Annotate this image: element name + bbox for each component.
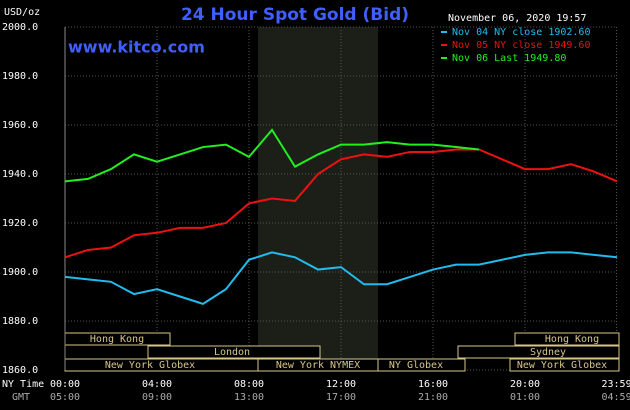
session-label: New York Globex (517, 360, 607, 371)
y-tick-label: 1880.0 (2, 316, 38, 327)
session-label: New York Globex (105, 360, 195, 371)
sessions: Hong Kong London New York Globex New Yor… (64, 332, 620, 372)
series-line (64, 251, 618, 305)
session-label: NY Globex (389, 360, 443, 371)
website: www.kitco.com (68, 38, 205, 57)
session-bar (377, 358, 466, 372)
x-tick-label: 23:59 (601, 379, 630, 390)
timestamp: November 06, 2020 19:57 (448, 13, 586, 24)
session-label: London (214, 347, 250, 358)
session-label: Hong Kong (90, 334, 144, 345)
session-bar (509, 358, 620, 372)
x2-tick-label: 05:00 (50, 392, 80, 403)
x-tick-label: 00:00 (50, 379, 80, 390)
session-label: New York NYMEX (276, 360, 360, 371)
series-line (64, 148, 618, 259)
legend-label: Nov 05 NY close 1949.60 (452, 40, 590, 51)
x2-axis-label: GMT (12, 392, 30, 403)
x2-tick-label: 17:00 (326, 392, 356, 403)
session-bar (457, 345, 620, 359)
x-tick-label: 08:00 (234, 379, 264, 390)
session-bar (147, 345, 321, 359)
session-label: Sydney (530, 347, 566, 358)
y-tick-label: 1860.0 (2, 365, 38, 376)
series-line (64, 128, 480, 183)
x-tick-label: 16:00 (418, 379, 448, 390)
y-tick-label: 1980.0 (2, 71, 38, 82)
x-tick-label: 12:00 (326, 379, 356, 390)
y-tick-label: 1900.0 (2, 267, 38, 278)
x2-tick-label: 09:00 (142, 392, 172, 403)
x-tick-label: 20:00 (510, 379, 540, 390)
x2-tick-label: 01:00 (510, 392, 540, 403)
y-axis-label: USD/oz (4, 7, 40, 18)
session-bar (514, 332, 620, 346)
legend-label: Nov 04 NY close 1902.60 (452, 27, 590, 38)
y-tick-label: 1940.0 (2, 169, 38, 180)
x2-tick-label: 13:00 (234, 392, 264, 403)
x-axis-label: NY Time (2, 379, 44, 390)
x2-tick-label: 21:00 (418, 392, 448, 403)
session-label: Hong Kong (545, 334, 599, 345)
x2-tick-label: 04:59 (601, 392, 630, 403)
x-tick-label: 04:00 (142, 379, 172, 390)
y-tick-label: 1960.0 (2, 120, 38, 131)
y-tick-label: 1920.0 (2, 218, 38, 229)
legend-label: Nov 06 Last 1949.80 (452, 53, 566, 64)
chart-title: 24 Hour Spot Gold (Bid) (181, 5, 409, 25)
y-tick-label: 2000.0 (2, 22, 38, 33)
